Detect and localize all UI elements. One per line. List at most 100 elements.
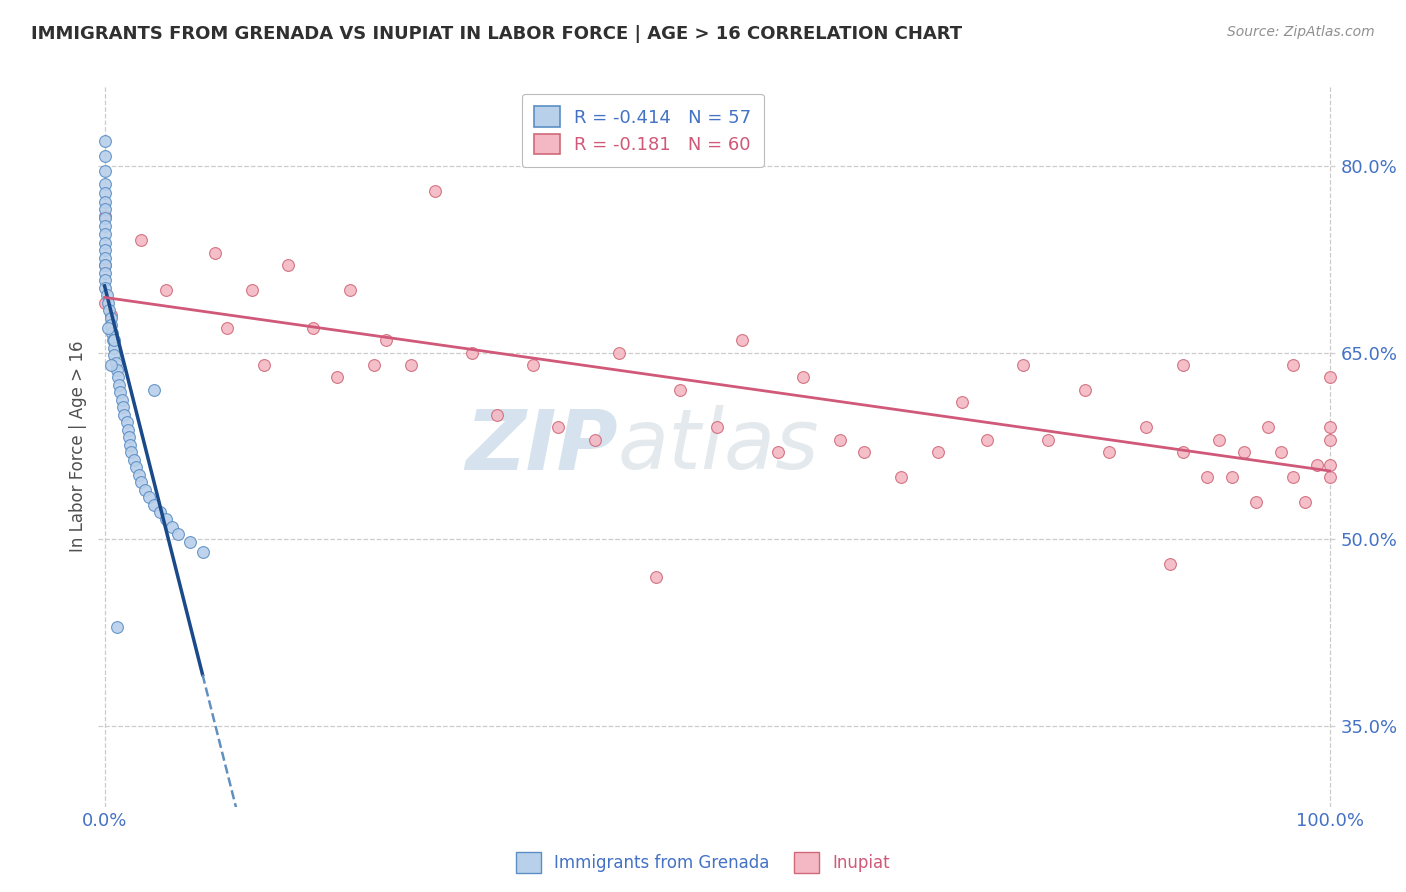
Point bbox=[607, 345, 630, 359]
Point bbox=[583, 433, 606, 447]
Point bbox=[706, 420, 728, 434]
Point bbox=[111, 401, 134, 415]
Text: Source: ZipAtlas.com: Source: ZipAtlas.com bbox=[1227, 25, 1375, 39]
Point bbox=[142, 383, 165, 397]
Point bbox=[1294, 495, 1316, 509]
Point bbox=[1319, 433, 1341, 447]
Point bbox=[277, 259, 299, 273]
Point bbox=[138, 490, 160, 504]
Y-axis label: In Labor Force | Age > 16: In Labor Force | Age > 16 bbox=[69, 340, 87, 552]
Point bbox=[792, 370, 814, 384]
Point bbox=[399, 358, 422, 372]
Point bbox=[125, 460, 148, 475]
Point bbox=[1135, 420, 1157, 434]
Point bbox=[134, 483, 156, 497]
Point bbox=[101, 333, 124, 347]
Point bbox=[118, 430, 141, 444]
Point bbox=[301, 320, 323, 334]
Point bbox=[204, 246, 226, 260]
Point bbox=[191, 545, 214, 559]
Point bbox=[425, 184, 447, 198]
Point bbox=[93, 281, 115, 295]
Point bbox=[93, 244, 115, 258]
Point bbox=[117, 423, 139, 437]
Point bbox=[129, 234, 152, 248]
Point bbox=[461, 345, 484, 359]
Point bbox=[240, 283, 263, 297]
Point bbox=[853, 445, 876, 459]
Legend: R = -0.414   N = 57, R = -0.181   N = 60: R = -0.414 N = 57, R = -0.181 N = 60 bbox=[522, 94, 763, 167]
Point bbox=[1306, 458, 1329, 472]
Point bbox=[1159, 558, 1181, 572]
Point bbox=[111, 392, 134, 407]
Point bbox=[93, 186, 115, 201]
Point bbox=[1319, 458, 1341, 472]
Point bbox=[950, 395, 973, 409]
Point bbox=[828, 433, 851, 447]
Point bbox=[93, 163, 115, 178]
Point bbox=[97, 295, 120, 310]
Point bbox=[253, 358, 276, 372]
Point bbox=[1319, 370, 1341, 384]
Point bbox=[103, 341, 125, 355]
Point bbox=[155, 512, 177, 526]
Point bbox=[730, 333, 752, 347]
Point bbox=[1220, 470, 1243, 484]
Point bbox=[93, 273, 115, 287]
Point bbox=[149, 505, 172, 519]
Point bbox=[112, 408, 135, 422]
Point bbox=[142, 498, 165, 512]
Point bbox=[93, 134, 115, 148]
Point bbox=[100, 318, 122, 333]
Point bbox=[110, 385, 132, 400]
Point bbox=[100, 308, 122, 322]
Point bbox=[1319, 420, 1341, 434]
Point bbox=[160, 520, 183, 534]
Point bbox=[115, 415, 138, 429]
Point bbox=[93, 211, 115, 225]
Point bbox=[93, 149, 115, 163]
Point bbox=[1319, 470, 1341, 484]
Point bbox=[1244, 495, 1267, 509]
Point bbox=[107, 370, 129, 384]
Point bbox=[1257, 420, 1279, 434]
Point bbox=[93, 219, 115, 233]
Point bbox=[100, 358, 122, 372]
Point bbox=[129, 475, 152, 489]
Point bbox=[104, 355, 127, 369]
Point bbox=[363, 358, 385, 372]
Point bbox=[326, 370, 349, 384]
Point bbox=[1171, 445, 1194, 459]
Point bbox=[1012, 358, 1035, 372]
Point bbox=[522, 358, 544, 372]
Point bbox=[105, 363, 128, 377]
Legend: Immigrants from Grenada, Inupiat: Immigrants from Grenada, Inupiat bbox=[509, 846, 897, 880]
Point bbox=[1171, 358, 1194, 372]
Point bbox=[547, 420, 569, 434]
Point bbox=[1233, 445, 1256, 459]
Point bbox=[1073, 383, 1095, 397]
Point bbox=[768, 445, 790, 459]
Point bbox=[93, 227, 115, 242]
Point bbox=[108, 378, 131, 392]
Point bbox=[1270, 445, 1292, 459]
Text: ZIP: ZIP bbox=[465, 406, 619, 486]
Point bbox=[1208, 433, 1230, 447]
Point bbox=[121, 445, 143, 459]
Text: IMMIGRANTS FROM GRENADA VS INUPIAT IN LABOR FORCE | AGE > 16 CORRELATION CHART: IMMIGRANTS FROM GRENADA VS INUPIAT IN LA… bbox=[31, 25, 962, 43]
Point bbox=[1282, 358, 1305, 372]
Point bbox=[1197, 470, 1219, 484]
Point bbox=[179, 535, 201, 549]
Point bbox=[93, 194, 115, 209]
Point bbox=[927, 445, 949, 459]
Point bbox=[93, 178, 115, 192]
Point bbox=[122, 452, 145, 467]
Point bbox=[93, 259, 115, 273]
Point bbox=[339, 283, 361, 297]
Point bbox=[105, 619, 128, 633]
Point bbox=[96, 288, 118, 302]
Point bbox=[644, 570, 666, 584]
Point bbox=[98, 303, 121, 318]
Point bbox=[890, 470, 912, 484]
Point bbox=[1282, 470, 1305, 484]
